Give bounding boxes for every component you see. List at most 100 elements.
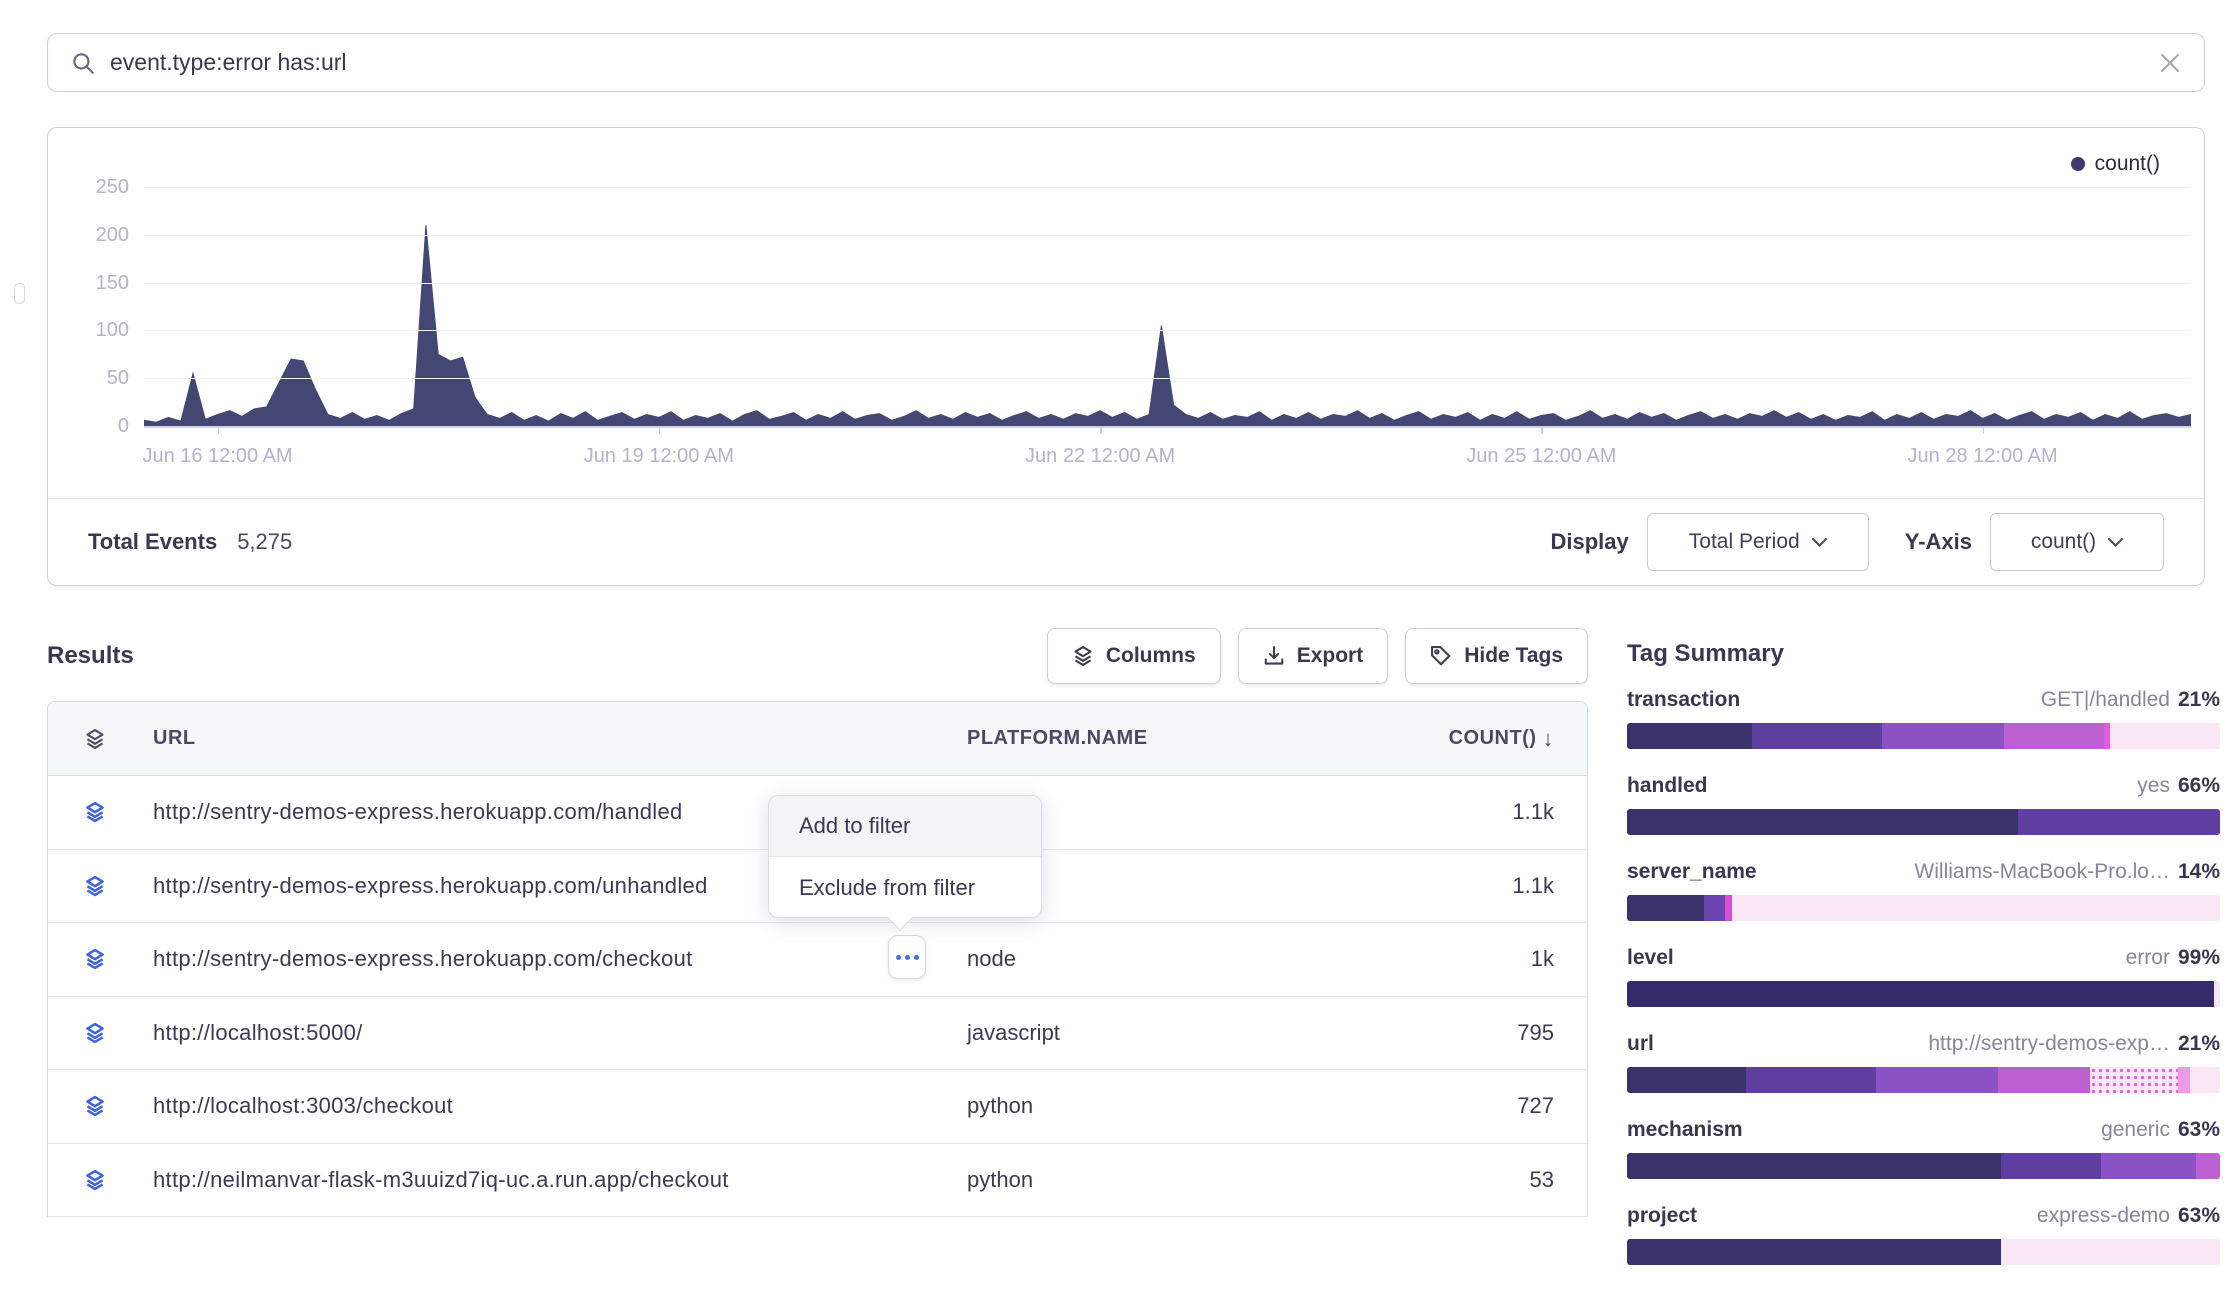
table-row[interactable]: http://sentry-demos-express.herokuapp.co…	[48, 923, 1587, 997]
total-events-label: Total Events	[88, 529, 218, 554]
tag-item-project: project express-demo 63%	[1627, 1204, 2220, 1265]
tag-summary-panel: Tag Summary transaction GET|/handled 21% ha…	[1627, 640, 2220, 1290]
column-header-platform[interactable]: PLATFORM.NAME	[967, 727, 1148, 749]
tag-distribution-bar[interactable]	[1627, 1239, 2220, 1265]
url-cell[interactable]: http://localhost:5000/	[153, 1019, 363, 1045]
stack-icon	[48, 725, 106, 753]
tag-bar-segment[interactable]	[1876, 1067, 1998, 1093]
tag-summary-list: transaction GET|/handled 21% handled yes 66% s…	[1627, 688, 2220, 1265]
platform-cell[interactable]: javascript	[967, 1019, 1060, 1045]
cell-actions-button[interactable]	[888, 935, 926, 979]
display-dropdown-value: Total Period	[1688, 530, 1800, 553]
tag-top-value: express-demo 63%	[2036, 1204, 2220, 1227]
column-header-count[interactable]: COUNT() ↓	[1387, 726, 1587, 752]
chart-footer: Total Events 5,275 Display Total Period …	[48, 498, 2204, 585]
chart-legend[interactable]: count()	[2070, 152, 2160, 176]
gridline	[144, 378, 2191, 380]
tag-bar-segment[interactable]	[2214, 981, 2220, 1007]
total-events-value: 5,275	[237, 529, 293, 554]
platform-cell[interactable]: python	[967, 1093, 1034, 1119]
table-row[interactable]: http://localhost:5000/javascript 795	[48, 996, 1587, 1070]
tag-top-value: Williams-MacBook-Pro.lo… 14%	[1914, 860, 2220, 883]
tag-label: transaction	[1627, 688, 1741, 711]
platform-cell[interactable]: node	[967, 946, 1016, 972]
table-row[interactable]: http://neilmanvar-flask-m3uuizd7iq-uc.a.…	[48, 1143, 1587, 1217]
yaxis-dropdown[interactable]: count()	[1990, 513, 2164, 571]
url-cell[interactable]: http://neilmanvar-flask-m3uuizd7iq-uc.a.…	[153, 1166, 729, 1192]
tag-bar-segment[interactable]	[2178, 1067, 2191, 1093]
x-axis-tick-label: Jun 25 12:00 AM	[1466, 445, 1617, 467]
tag-bar-segment[interactable]	[2110, 723, 2220, 749]
tag-bar-segment[interactable]	[1745, 1067, 1877, 1093]
tag-bar-segment[interactable]	[1724, 895, 1732, 921]
tag-bar-segment[interactable]	[2000, 1239, 2220, 1265]
stack-icon	[48, 798, 106, 826]
count-cell[interactable]: 1k	[1530, 946, 1554, 972]
tag-bar-segment[interactable]	[2190, 1067, 2220, 1093]
y-axis-tick-label: 50	[106, 367, 129, 390]
count-cell[interactable]: 727	[1517, 1093, 1554, 1119]
tag-distribution-bar[interactable]	[1627, 809, 2220, 835]
export-button[interactable]: Export	[1237, 628, 1389, 684]
count-cell[interactable]: 1.1k	[1512, 799, 1554, 825]
tag-item-url: url http://sentry-demos-exp… 21%	[1627, 1032, 2220, 1093]
menu-item-exclude-from-filter[interactable]: Exclude from filter	[799, 874, 976, 900]
tag-bar-segment[interactable]	[2003, 723, 2105, 749]
tag-bar-segment[interactable]	[2101, 1153, 2197, 1179]
platform-cell[interactable]: python	[967, 1166, 1034, 1192]
tag-distribution-bar[interactable]	[1627, 1067, 2220, 1093]
tag-bar-segment[interactable]	[1627, 981, 2215, 1007]
tag-bar-segment[interactable]	[1627, 1067, 1746, 1093]
tag-bar-segment[interactable]	[1704, 895, 1725, 921]
tag-distribution-bar[interactable]	[1627, 1153, 2220, 1179]
tag-distribution-bar[interactable]	[1627, 723, 2220, 749]
tag-distribution-bar[interactable]	[1627, 895, 2220, 921]
close-icon[interactable]	[2158, 51, 2182, 75]
tag-bar-segment[interactable]	[1997, 1067, 2090, 1093]
url-cell[interactable]: http://localhost:3003/checkout	[153, 1093, 454, 1119]
search-bar	[47, 33, 2205, 92]
tag-bar-segment[interactable]	[2089, 1067, 2179, 1093]
tag-bar-segment[interactable]	[1881, 723, 2004, 749]
export-button-label: Export	[1296, 644, 1364, 667]
tag-bar-segment[interactable]	[1627, 1239, 2001, 1265]
x-axis-tick	[1541, 427, 1543, 434]
table-header: URL PLATFORM.NAME COUNT() ↓	[48, 702, 1587, 776]
tag-item-transaction: transaction GET|/handled 21%	[1627, 688, 2220, 749]
tag-item-handled: handled yes 66%	[1627, 774, 2220, 835]
url-cell[interactable]: http://sentry-demos-express.herokuapp.co…	[153, 799, 683, 825]
tag-distribution-bar[interactable]	[1627, 981, 2220, 1007]
columns-button[interactable]: Columns	[1046, 628, 1221, 684]
x-axis-tick	[1100, 427, 1102, 434]
table-row[interactable]: http://localhost:3003/checkout python 727	[48, 1070, 1587, 1144]
count-cell[interactable]: 1.1k	[1512, 872, 1554, 898]
count-header-label: COUNT()	[1448, 727, 1537, 749]
gridline	[144, 187, 2191, 188]
count-cell[interactable]: 795	[1517, 1019, 1554, 1045]
count-cell[interactable]: 53	[1529, 1166, 1554, 1192]
stack-icon	[48, 1166, 106, 1194]
tag-bar-segment[interactable]	[1627, 1153, 2001, 1179]
tag-label: server_name	[1627, 860, 1757, 883]
tag-bar-segment[interactable]	[2104, 723, 2111, 749]
tag-bar-segment[interactable]	[1627, 809, 2019, 835]
url-cell[interactable]: http://sentry-demos-express.herokuapp.co…	[153, 872, 708, 898]
tag-bar-segment[interactable]	[2000, 1153, 2102, 1179]
tag-bar-segment[interactable]	[1731, 895, 2220, 921]
tag-bar-segment[interactable]	[1751, 723, 1882, 749]
tag-bar-segment[interactable]	[1627, 723, 1752, 749]
tag-bar-segment[interactable]	[1627, 895, 1705, 921]
search-input[interactable]	[110, 49, 2158, 76]
url-cell[interactable]: http://sentry-demos-express.herokuapp.co…	[153, 946, 693, 972]
hide-tags-button[interactable]: Hide Tags	[1405, 628, 1588, 684]
column-header-url[interactable]: URL	[153, 727, 196, 749]
tag-bar-segment[interactable]	[2018, 809, 2220, 835]
tag-top-value: http://sentry-demos-exp… 21%	[1928, 1032, 2220, 1055]
stack-icon	[48, 1019, 106, 1047]
x-axis-line	[144, 426, 2191, 428]
menu-item-add-to-filter[interactable]: Add to filter	[769, 796, 1041, 857]
display-dropdown[interactable]: Total Period	[1646, 513, 1869, 571]
sidebar-collapse-handle[interactable]	[14, 283, 25, 304]
tag-bar-segment[interactable]	[2196, 1153, 2220, 1179]
x-axis-tick	[217, 427, 220, 434]
